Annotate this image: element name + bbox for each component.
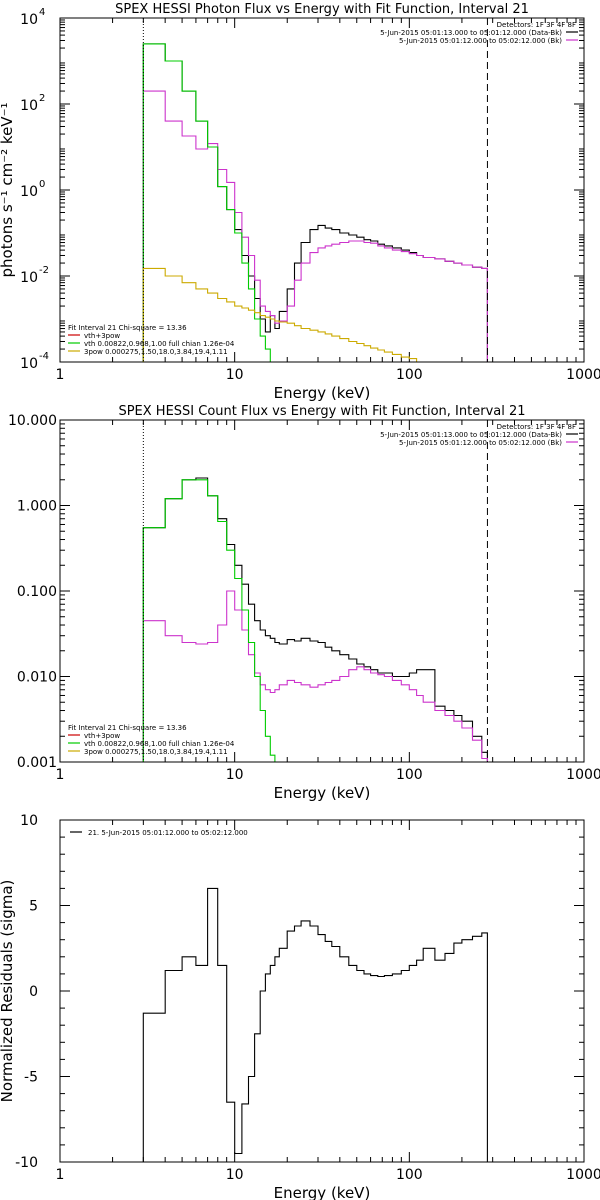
x-tick-label: 10 bbox=[226, 367, 244, 383]
series-group bbox=[142, 477, 488, 762]
y-tick-exponent: -2 bbox=[39, 265, 49, 276]
legend-entry: 5-Jun-2015 05:01:13.000 to 05:01:12.000 … bbox=[380, 431, 562, 439]
x-tick-label: 1000 bbox=[566, 367, 600, 383]
legend-entry: 5-Jun-2015 05:01:13.000 to 05:01:12.000 … bbox=[380, 29, 562, 37]
x-tick-label: 10 bbox=[226, 1167, 244, 1183]
fit-legend-entry: 3pow 0.000275,1.50,18.0,3.84,19.4,1.11 bbox=[84, 748, 228, 756]
y-tick-label: -10 bbox=[15, 1155, 38, 1171]
y-tick-label: 10 bbox=[20, 270, 38, 286]
y-tick-label: 5 bbox=[29, 899, 38, 915]
y-tick-exponent: 4 bbox=[39, 7, 45, 18]
x-axis-label: Energy (keV) bbox=[274, 784, 371, 802]
fit-legend-header: Fit Interval 21 Chi-square = 13.36 bbox=[68, 324, 187, 332]
plot-frame bbox=[59, 819, 585, 1163]
series-group bbox=[142, 43, 488, 362]
plot-frame bbox=[59, 419, 585, 763]
series-vth bbox=[142, 43, 288, 362]
fit-legend-entry: vth 0.00822,0.968,1.00 full chian 1.26e-… bbox=[84, 340, 235, 348]
x-tick-label: 1 bbox=[56, 367, 65, 383]
legend-header: Detectors: 1F 3F 4F 8F bbox=[497, 21, 576, 29]
x-tick-label: 1 bbox=[56, 1167, 65, 1183]
series-vth bbox=[142, 479, 288, 762]
y-tick-label: 0.001 bbox=[17, 755, 57, 771]
y-tick-label: 10 bbox=[20, 12, 38, 28]
y-tick-label: 1.000 bbox=[17, 499, 57, 515]
y-tick-label: 10.000 bbox=[8, 413, 57, 429]
legend-entry: 5-Jun-2015 05:01:12.000 to 05:02:12.000 … bbox=[399, 439, 562, 447]
x-axis-label: Energy (keV) bbox=[274, 384, 371, 402]
x-tick-label: 100 bbox=[396, 767, 423, 783]
x-axis-label: Energy (keV) bbox=[274, 1184, 371, 1200]
y-axis-label: photons s⁻¹ cm⁻² keV⁻¹ bbox=[0, 103, 16, 278]
y-axis-label: Normalized Residuals (sigma) bbox=[0, 880, 16, 1103]
x-tick-label: 1000 bbox=[566, 767, 600, 783]
series-bk bbox=[142, 90, 488, 362]
chart-title: SPEX HESSI Count Flux vs Energy with Fit… bbox=[118, 404, 525, 419]
fit-legend-entry: 3pow 0.000275,1.50,18.0,3.84,19.4,1.11 bbox=[84, 348, 228, 356]
y-tick-label: -5 bbox=[24, 1070, 38, 1086]
series-21- bbox=[142, 887, 488, 1162]
y-tick-label: 10 bbox=[20, 98, 38, 114]
x-tick-label: 1000 bbox=[566, 1167, 600, 1183]
panel-2: SPEX HESSI Count Flux vs Energy with Fit… bbox=[8, 404, 600, 802]
x-tick-label: 100 bbox=[396, 1167, 423, 1183]
panel-3: 1 10 100 1000 Energy (keV) -10 -5 0 5 10 Normalize… bbox=[0, 813, 600, 1200]
x-tick-label: 1 bbox=[56, 767, 65, 783]
y-tick-label: 0.010 bbox=[17, 670, 57, 686]
legend-header: Detectors: 1F 3F 4F 8F bbox=[497, 423, 576, 431]
series-data-bk bbox=[142, 477, 488, 762]
x-tick-label: 10 bbox=[226, 767, 244, 783]
fit-legend-header: Fit Interval 21 Chi-square = 13.36 bbox=[68, 724, 187, 732]
y-tick-label: 0.100 bbox=[17, 584, 57, 600]
y-tick-label: 10 bbox=[20, 184, 38, 200]
fit-legend-entry: vth+3pow bbox=[84, 332, 120, 340]
series-bk bbox=[142, 590, 488, 762]
plot-frame bbox=[59, 17, 585, 363]
y-tick-label: 10 bbox=[20, 813, 38, 829]
y-tick-label: 10 bbox=[20, 356, 38, 372]
legend-entry: 5-Jun-2015 05:01:12.000 to 05:02:12.000 … bbox=[399, 37, 562, 45]
legend-entry: 21. 5-Jun-2015 05:01:12.000 to 05:02:12.… bbox=[88, 829, 248, 837]
y-tick-exponent: 0 bbox=[39, 179, 45, 190]
panel-1: SPEX HESSI Photon Flux vs Energy with Fi… bbox=[0, 2, 600, 402]
y-tick-exponent: -4 bbox=[39, 351, 49, 362]
chart-title: SPEX HESSI Photon Flux vs Energy with Fi… bbox=[115, 2, 529, 17]
y-tick-exponent: 2 bbox=[39, 93, 45, 104]
x-tick-label: 100 bbox=[396, 367, 423, 383]
fit-legend-entry: vth+3pow bbox=[84, 732, 120, 740]
series-group bbox=[142, 887, 488, 1162]
series-3pow bbox=[142, 267, 424, 362]
y-tick-label: 0 bbox=[29, 984, 38, 1000]
fit-legend-entry: vth 0.00822,0.968,1.00 full chian 1.26e-… bbox=[84, 740, 235, 748]
